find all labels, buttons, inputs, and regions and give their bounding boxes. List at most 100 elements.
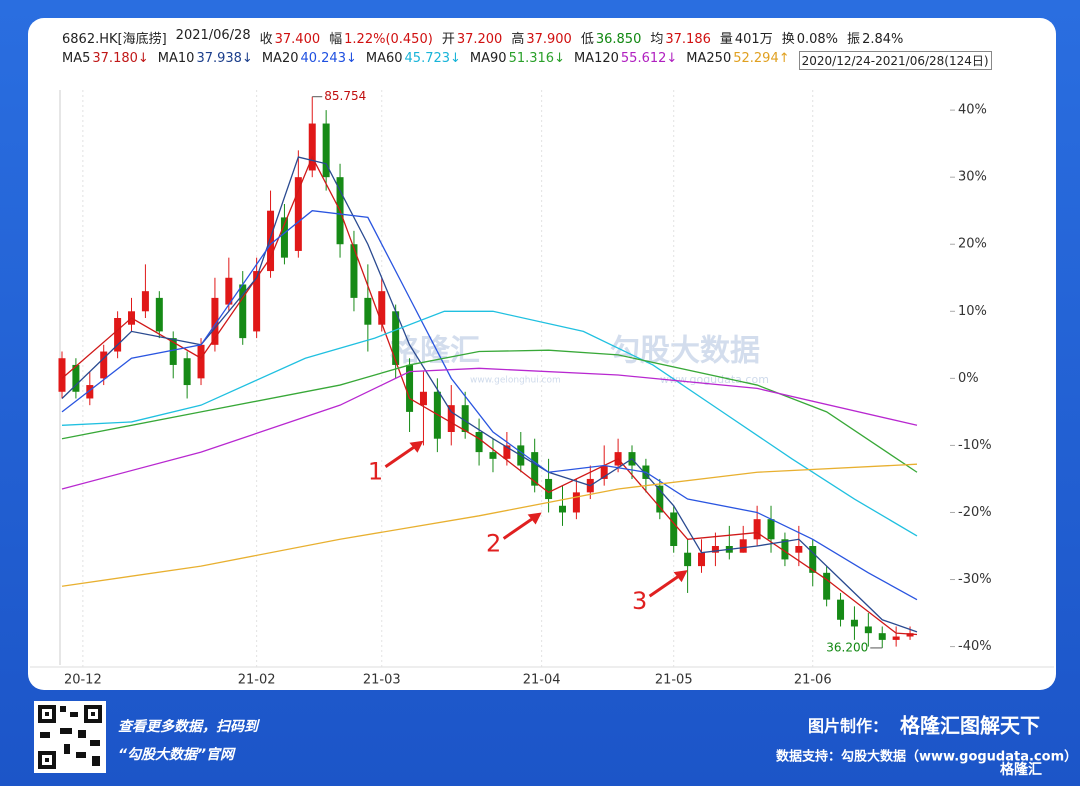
header-line: MA5 37.180↓ MA10 37.938↓ MA20 40.243↓ MA60 45.7… [62,51,992,70]
header-label: MA5 [62,51,91,66]
header-value: 2021/06/28 [175,28,251,43]
candle-body [308,123,316,171]
y-tick-label: -40% [958,639,992,654]
candle-body [767,519,775,540]
candle-body [322,123,330,178]
header-item: MA60 45.723↓ [366,51,461,70]
y-tick-label: -10% [958,438,992,453]
candle-body [294,177,302,251]
header-label: MA60 [365,51,403,66]
header-value: 52.294↑ [733,51,790,66]
header-item: MA10 37.938↓ [158,51,253,70]
header-item: 幅 1.22%(0.450) [329,28,433,47]
candle-body [711,546,719,553]
candle-body [531,452,539,486]
header-line: 6862.HK[海底捞] 2021/06/28 收 37.400 幅 1.22%(0.45… [62,28,903,47]
candle-body [670,512,678,546]
candle-body [211,297,219,345]
candle-body [253,271,261,332]
candle-body [795,546,803,553]
header-value: 45.723↓ [404,51,461,66]
header-value: 37.938↓ [196,51,253,66]
candle-body [155,297,163,332]
annotation-arrow [502,515,537,540]
candle-body [100,351,108,379]
header-value: 51.316↓ [508,51,565,66]
header-item: 均 37.186 [650,28,711,47]
candle-body [267,210,275,272]
candle-body [141,291,149,312]
header-label: 均 [650,32,664,47]
header-item: 6862.HK[海底捞] [62,28,167,47]
ma-line [61,155,918,636]
header-value: 37.180↓ [92,51,149,66]
watermark: www.gogudata.com [660,373,769,386]
candle-body [698,552,706,567]
footer-brand: 格隆汇图解天下 [900,714,1040,738]
header-label: 低 [580,32,594,47]
y-tick-label: 20% [958,237,987,252]
ma-line [61,367,918,490]
ma-line [61,310,918,537]
y-tick-label: 0% [958,371,979,386]
qr-code [34,701,106,773]
candle-body [878,633,886,640]
date-range: 2020/12/24-2021/06/28(124日) [798,51,992,70]
candle-body [72,364,80,392]
header-item: 量 401万 [720,28,773,47]
header-label: 开 [441,32,455,47]
header-label: MA250 [686,51,732,66]
header-value: 1.22%(0.450) [344,32,433,47]
watermark: 格隆汇 [390,334,480,369]
ma-line [61,156,918,633]
x-tick-label: 21-06 [794,673,832,688]
header-item: MA90 51.316↓ [470,51,565,70]
candle-body [850,619,858,627]
y-tick-label: -30% [958,572,992,587]
y-tick-label: -20% [958,505,992,520]
header-value: 6862.HK[海底捞] [62,32,167,47]
header-item: 低 36.850 [581,28,642,47]
header-label: 高 [511,32,525,47]
candle-body [350,244,358,298]
candle-body [545,478,553,500]
candle-body [558,505,566,513]
candle-body [864,626,872,634]
candle-body [58,358,66,392]
annotation-arrow [648,572,683,598]
candle-body [753,519,761,540]
header-label: 换 [781,32,795,47]
header-label: 幅 [329,32,343,47]
candle-body [837,599,845,620]
annotation: 36.200 [826,640,868,654]
x-tick-label: 21-02 [238,673,276,688]
header-value: 401万 [734,32,773,47]
candle-body [86,385,94,399]
annotation: 85.754 [324,89,366,103]
annotation-arrowhead [673,570,688,583]
header-label: 收 [259,32,273,47]
footer-text: 数据支持：勾股大数据（www.gogudata.com） [776,749,1077,765]
candle-body [739,539,747,553]
candle-body [823,572,831,600]
candle-body [114,318,122,352]
x-tick-label: 21-03 [363,673,401,688]
y-tick-label: 10% [958,304,987,319]
header-label: 量 [719,32,733,47]
candle-body [169,338,177,365]
x-tick-label: 20-12 [64,673,102,688]
header-label: MA10 [157,51,195,66]
candle-body [892,636,900,640]
header-value: 55.612↓ [620,51,678,66]
candle-body [656,485,664,513]
footer-text: “勾股大数据”官网 [118,746,236,763]
ma-line [61,463,918,587]
y-tick-label: 30% [958,170,987,185]
watermark: 勾股大数据 [610,334,760,369]
annotation-arrowhead [409,440,424,453]
header-label: MA20 [261,51,299,66]
header-item: MA20 40.243↓ [262,51,357,70]
candle-body [600,465,608,479]
